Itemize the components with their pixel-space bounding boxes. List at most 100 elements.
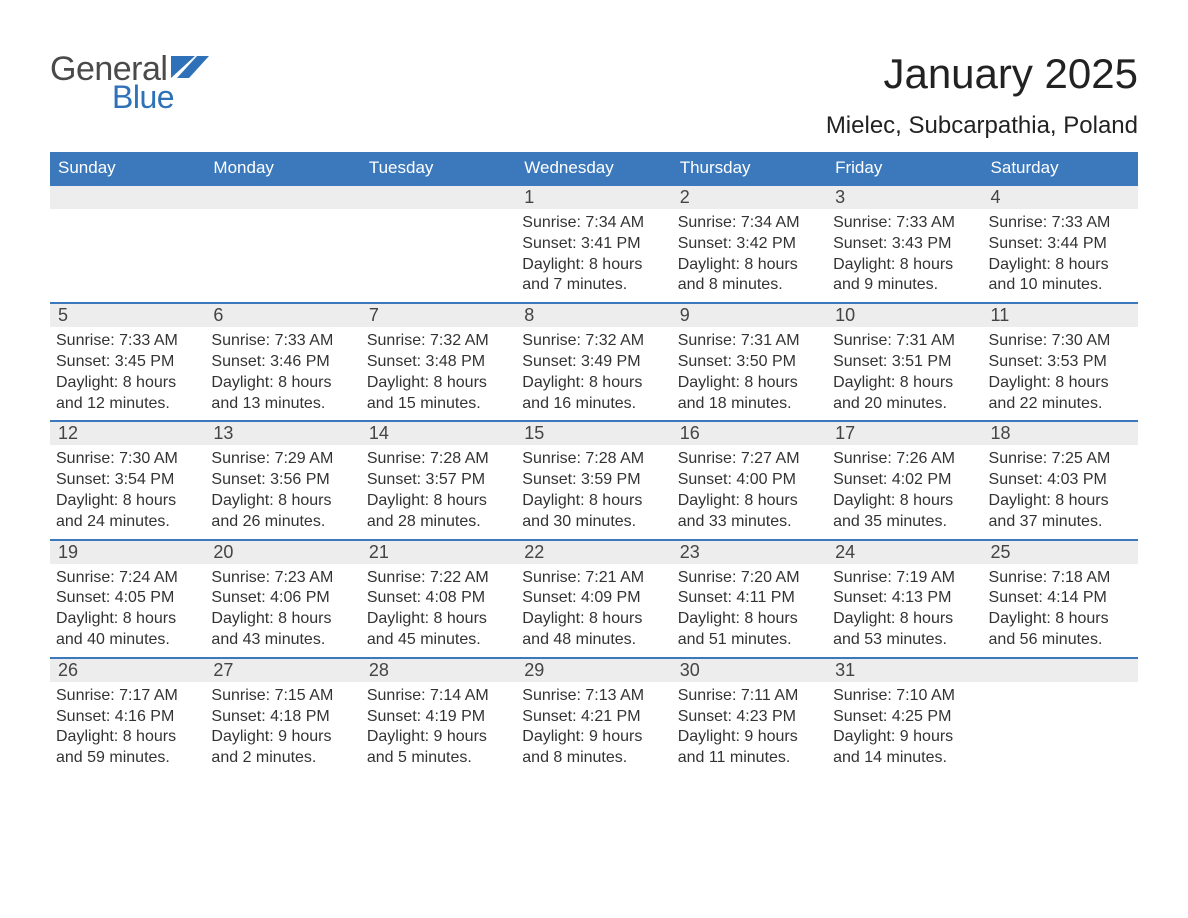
sunset-text: Sunset: 4:02 PM [833, 470, 976, 491]
day1-text: Daylight: 8 hours [678, 373, 821, 394]
day2-text: and 43 minutes. [211, 630, 354, 651]
day-cell: 20Sunrise: 7:23 AMSunset: 4:06 PMDayligh… [205, 539, 360, 657]
day2-text: and 33 minutes. [678, 512, 821, 533]
day-cell: 10Sunrise: 7:31 AMSunset: 3:51 PMDayligh… [827, 302, 982, 420]
day-cell: 16Sunrise: 7:27 AMSunset: 4:00 PMDayligh… [672, 420, 827, 538]
day2-text: and 28 minutes. [367, 512, 510, 533]
dow-sunday: Sunday [50, 152, 205, 184]
sunrise-text: Sunrise: 7:34 AM [522, 213, 665, 234]
day1-text: Daylight: 9 hours [211, 727, 354, 748]
day1-text: Daylight: 8 hours [522, 255, 665, 276]
sunset-text: Sunset: 4:00 PM [678, 470, 821, 491]
title-block: January 2025 Mielec, Subcarpathia, Polan… [826, 50, 1138, 140]
sunset-text: Sunset: 4:19 PM [367, 707, 510, 728]
day-cell: 3Sunrise: 7:33 AMSunset: 3:43 PMDaylight… [827, 184, 982, 302]
day-cell: 4Sunrise: 7:33 AMSunset: 3:44 PMDaylight… [983, 184, 1138, 302]
sunrise-text: Sunrise: 7:33 AM [833, 213, 976, 234]
day-cell: 24Sunrise: 7:19 AMSunset: 4:13 PMDayligh… [827, 539, 982, 657]
sunrise-text: Sunrise: 7:25 AM [989, 449, 1132, 470]
sunset-text: Sunset: 3:50 PM [678, 352, 821, 373]
dow-thursday: Thursday [672, 152, 827, 184]
day1-text: Daylight: 8 hours [678, 255, 821, 276]
calendar-page: General Blue January 2025 Mielec, Subcar… [0, 0, 1188, 815]
day-number: 8 [516, 302, 671, 327]
day-cell [50, 184, 205, 302]
day1-text: Daylight: 8 hours [56, 491, 199, 512]
sunrise-text: Sunrise: 7:18 AM [989, 568, 1132, 589]
sunrise-text: Sunrise: 7:17 AM [56, 686, 199, 707]
day2-text: and 12 minutes. [56, 394, 199, 415]
day-number: 17 [827, 420, 982, 445]
day-number: 12 [50, 420, 205, 445]
day-number: 5 [50, 302, 205, 327]
day-cell: 23Sunrise: 7:20 AMSunset: 4:11 PMDayligh… [672, 539, 827, 657]
day-number: 27 [205, 657, 360, 682]
sunrise-text: Sunrise: 7:33 AM [56, 331, 199, 352]
sunset-text: Sunset: 4:09 PM [522, 588, 665, 609]
day-number: 15 [516, 420, 671, 445]
day1-text: Daylight: 8 hours [989, 491, 1132, 512]
sunrise-text: Sunrise: 7:27 AM [678, 449, 821, 470]
sunrise-text: Sunrise: 7:30 AM [989, 331, 1132, 352]
day-cell: 9Sunrise: 7:31 AMSunset: 3:50 PMDaylight… [672, 302, 827, 420]
day-cell [361, 184, 516, 302]
day2-text: and 14 minutes. [833, 748, 976, 769]
day1-text: Daylight: 9 hours [678, 727, 821, 748]
day-cell: 27Sunrise: 7:15 AMSunset: 4:18 PMDayligh… [205, 657, 360, 775]
day1-text: Daylight: 8 hours [989, 373, 1132, 394]
day-number [361, 184, 516, 209]
day2-text: and 48 minutes. [522, 630, 665, 651]
day-cell: 12Sunrise: 7:30 AMSunset: 3:54 PMDayligh… [50, 420, 205, 538]
day-number: 14 [361, 420, 516, 445]
week-row: 1Sunrise: 7:34 AMSunset: 3:41 PMDaylight… [50, 184, 1138, 302]
day-number: 24 [827, 539, 982, 564]
day2-text: and 16 minutes. [522, 394, 665, 415]
day2-text: and 22 minutes. [989, 394, 1132, 415]
day2-text: and 30 minutes. [522, 512, 665, 533]
day1-text: Daylight: 8 hours [833, 491, 976, 512]
day-cell [205, 184, 360, 302]
sunrise-text: Sunrise: 7:24 AM [56, 568, 199, 589]
sunrise-text: Sunrise: 7:31 AM [833, 331, 976, 352]
day1-text: Daylight: 8 hours [522, 373, 665, 394]
sunset-text: Sunset: 3:59 PM [522, 470, 665, 491]
day-cell: 7Sunrise: 7:32 AMSunset: 3:48 PMDaylight… [361, 302, 516, 420]
day-number: 25 [983, 539, 1138, 564]
day1-text: Daylight: 8 hours [522, 609, 665, 630]
day-cell: 15Sunrise: 7:28 AMSunset: 3:59 PMDayligh… [516, 420, 671, 538]
sunset-text: Sunset: 4:06 PM [211, 588, 354, 609]
day-cell: 25Sunrise: 7:18 AMSunset: 4:14 PMDayligh… [983, 539, 1138, 657]
sunrise-text: Sunrise: 7:31 AM [678, 331, 821, 352]
day2-text: and 45 minutes. [367, 630, 510, 651]
sunrise-text: Sunrise: 7:28 AM [367, 449, 510, 470]
day1-text: Daylight: 8 hours [56, 609, 199, 630]
day1-text: Daylight: 8 hours [522, 491, 665, 512]
sunrise-text: Sunrise: 7:22 AM [367, 568, 510, 589]
day-cell: 18Sunrise: 7:25 AMSunset: 4:03 PMDayligh… [983, 420, 1138, 538]
day-cell: 22Sunrise: 7:21 AMSunset: 4:09 PMDayligh… [516, 539, 671, 657]
sunset-text: Sunset: 3:42 PM [678, 234, 821, 255]
sunset-text: Sunset: 3:53 PM [989, 352, 1132, 373]
day2-text: and 18 minutes. [678, 394, 821, 415]
sunrise-text: Sunrise: 7:33 AM [989, 213, 1132, 234]
day-cell: 19Sunrise: 7:24 AMSunset: 4:05 PMDayligh… [50, 539, 205, 657]
day-number [50, 184, 205, 209]
sunrise-text: Sunrise: 7:15 AM [211, 686, 354, 707]
sunset-text: Sunset: 4:08 PM [367, 588, 510, 609]
day1-text: Daylight: 8 hours [833, 609, 976, 630]
day-cell: 26Sunrise: 7:17 AMSunset: 4:16 PMDayligh… [50, 657, 205, 775]
day-number: 10 [827, 302, 982, 327]
day1-text: Daylight: 9 hours [367, 727, 510, 748]
dow-saturday: Saturday [983, 152, 1138, 184]
day-cell: 31Sunrise: 7:10 AMSunset: 4:25 PMDayligh… [827, 657, 982, 775]
day2-text: and 7 minutes. [522, 275, 665, 296]
logo: General Blue [50, 50, 209, 116]
day1-text: Daylight: 8 hours [211, 491, 354, 512]
day-number: 7 [361, 302, 516, 327]
sunset-text: Sunset: 3:45 PM [56, 352, 199, 373]
sunrise-text: Sunrise: 7:33 AM [211, 331, 354, 352]
location: Mielec, Subcarpathia, Poland [826, 112, 1138, 140]
sunset-text: Sunset: 3:56 PM [211, 470, 354, 491]
sunset-text: Sunset: 3:49 PM [522, 352, 665, 373]
sunset-text: Sunset: 4:14 PM [989, 588, 1132, 609]
